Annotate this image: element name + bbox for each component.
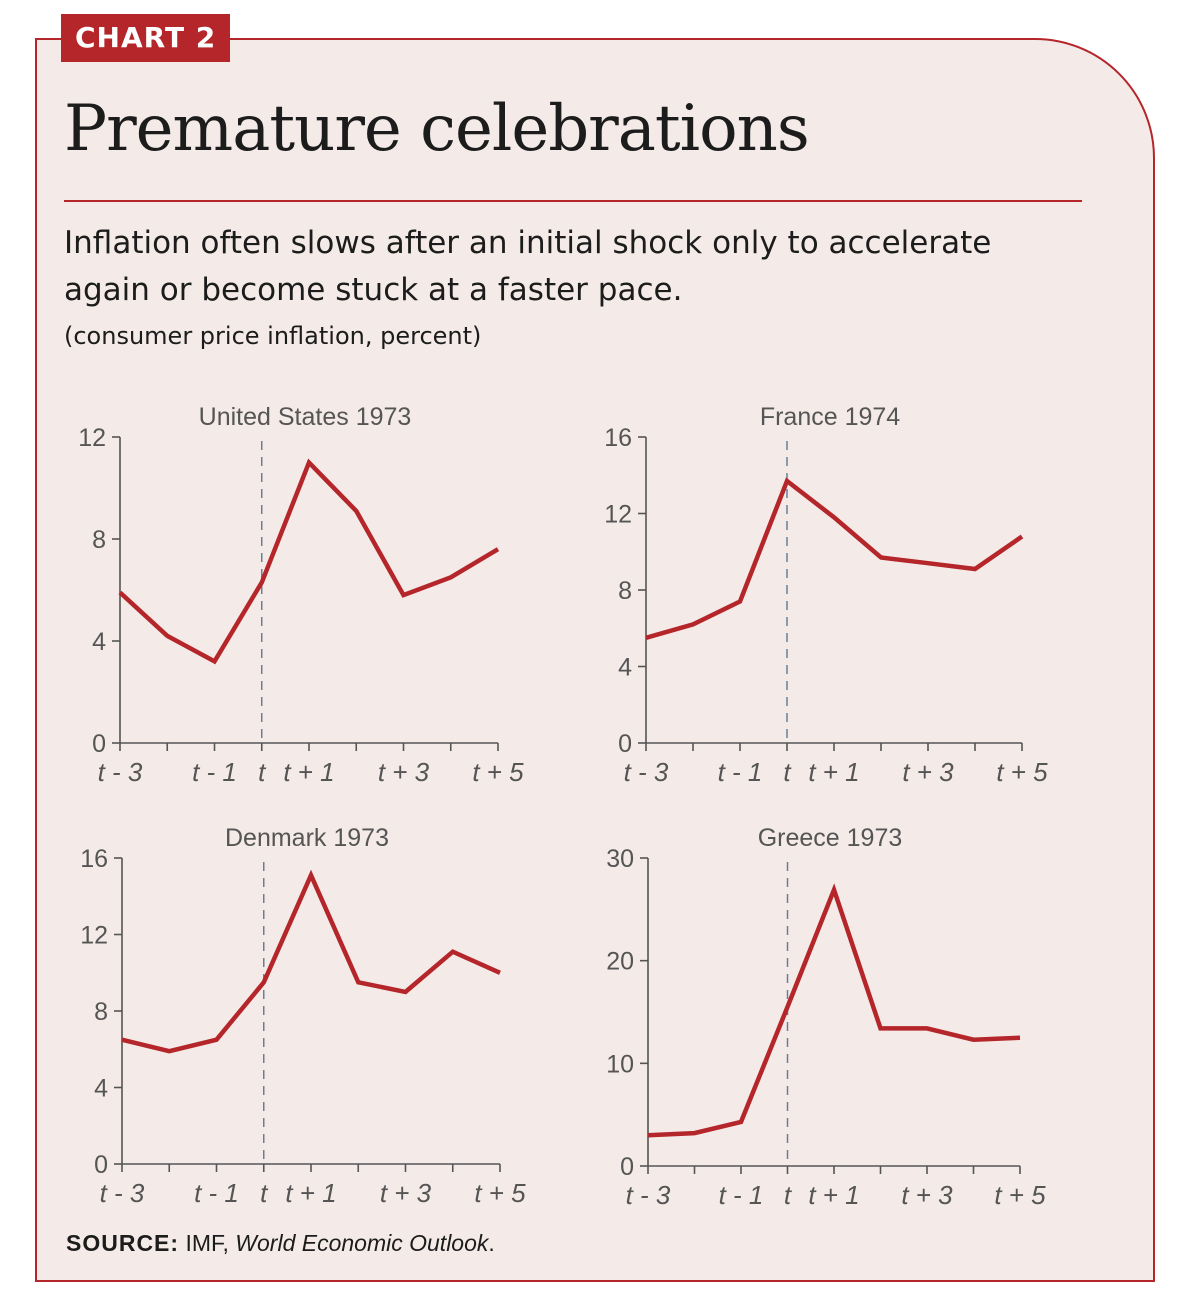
y-tick-label: 16	[604, 424, 632, 452]
source-publisher: IMF,	[185, 1230, 229, 1256]
source-publication: World Economic Outlook	[235, 1230, 489, 1256]
x-tick-label: t	[784, 1180, 793, 1210]
x-tick-label: t - 3	[624, 757, 669, 787]
chart-title: Premature celebrations	[64, 92, 810, 166]
x-tick-label: t - 3	[626, 1180, 671, 1210]
y-tick-label: 0	[92, 730, 106, 758]
inflation-line	[645, 477, 1024, 640]
chart-panel-3: Denmark 1973 0 4 8 12 16 t - 3 t - 1 t t + 1 t + 3…	[80, 824, 526, 1208]
y-tick-label: 12	[80, 922, 108, 950]
panel-title: Greece 1973	[758, 824, 903, 852]
y-tick-label: 0	[618, 730, 632, 758]
y-tick-label: 30	[606, 845, 634, 873]
x-tick-label: t - 1	[718, 757, 763, 787]
y-tick-label: 12	[604, 501, 632, 529]
y-tick-label: 8	[618, 577, 632, 605]
source-note: SOURCE: IMF, World Economic Outlook.	[66, 1230, 495, 1257]
x-tick-label: t + 5	[472, 757, 524, 787]
x-tick-label: t + 3	[380, 1178, 432, 1208]
panel-title: Denmark 1973	[225, 824, 389, 852]
y-tick-label: 0	[94, 1151, 108, 1179]
source-label: SOURCE:	[66, 1230, 180, 1256]
source-end: .	[488, 1230, 495, 1256]
y-tick-label: 20	[606, 948, 634, 976]
y-tick-label: 12	[78, 424, 106, 452]
panel-title: France 1974	[760, 403, 900, 431]
x-tick-label: t - 3	[100, 1178, 145, 1208]
x-tick-label: t + 5	[996, 757, 1048, 787]
x-tick-label: t + 1	[808, 757, 859, 787]
y-tick-label: 16	[80, 845, 108, 873]
x-tick-label: t	[260, 1178, 269, 1208]
x-tick-label: t + 3	[901, 1180, 953, 1210]
x-tick-label: t + 1	[808, 1180, 859, 1210]
x-tick-label: t + 3	[902, 757, 954, 787]
x-tick-label: t + 1	[283, 757, 334, 787]
x-tick-label: t - 1	[192, 757, 237, 787]
chart-panel-1: United States 1973 0 4 8 12 t - 3 t - 1 t t + 1 t…	[78, 403, 524, 787]
inflation-line	[121, 869, 501, 1054]
y-tick-label: 0	[620, 1153, 634, 1181]
x-tick-label: t - 1	[719, 1180, 764, 1210]
units-note: (consumer price inflation, percent)	[64, 322, 482, 350]
title-divider	[64, 200, 1082, 202]
chart-subtitle: Inflation often slows after an initial s…	[64, 225, 992, 308]
chart-card	[35, 38, 1155, 1282]
chart-panel-2: France 1974 0 4 8 12 16 t - 3 t - 1 t t + 1 t + 3 t…	[604, 403, 1048, 787]
y-tick-label: 4	[618, 654, 632, 682]
inflation-line	[647, 883, 1021, 1138]
x-tick-label: t + 5	[474, 1178, 526, 1208]
y-tick-label: 8	[92, 526, 106, 554]
panel-title: United States 1973	[199, 403, 412, 431]
x-tick-label: t - 3	[98, 757, 143, 787]
chart-number-badge: CHART 2	[61, 14, 231, 62]
x-tick-label: t + 1	[285, 1178, 336, 1208]
x-tick-label: t + 5	[994, 1180, 1046, 1210]
y-tick-label: 8	[94, 998, 108, 1026]
x-tick-label: t	[783, 757, 792, 787]
x-tick-label: t + 3	[378, 757, 430, 787]
chart-panel-4: Greece 1973 0 10 20 30 t - 3 t - 1 t t + 1 t + 3 t…	[606, 824, 1046, 1210]
inflation-line	[118, 458, 500, 665]
x-tick-label: t	[258, 757, 267, 787]
y-tick-label: 4	[92, 628, 106, 656]
x-tick-label: t - 1	[194, 1178, 239, 1208]
y-tick-label: 10	[606, 1050, 634, 1078]
y-tick-label: 4	[94, 1075, 108, 1103]
